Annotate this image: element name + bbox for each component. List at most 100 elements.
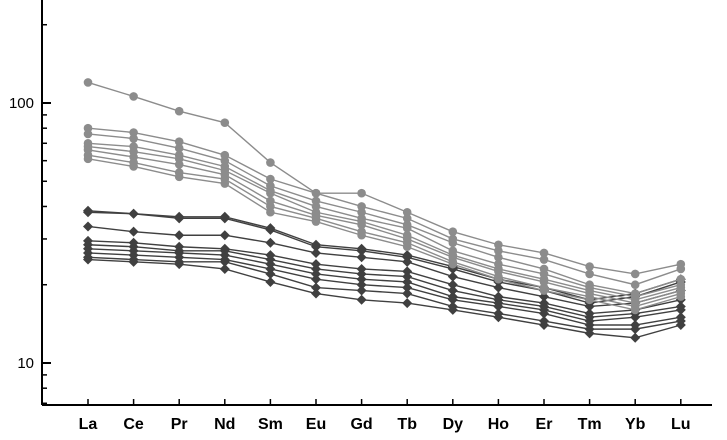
data-point-circle — [402, 207, 412, 217]
series-1 — [83, 78, 686, 279]
data-point-circle — [630, 280, 640, 290]
series-17 — [83, 254, 686, 343]
series-line — [87, 81, 681, 275]
data-point-circle — [266, 207, 275, 217]
series-layer — [83, 78, 686, 343]
data-point-diamond — [356, 245, 367, 256]
data-point-diamond — [402, 256, 413, 267]
data-point-diamond — [539, 308, 549, 319]
x-tick-label-er: Er — [536, 416, 553, 433]
data-point-circle — [220, 179, 230, 188]
x-tick-label-yb: Yb — [625, 416, 646, 433]
data-point-diamond — [128, 256, 139, 267]
data-point-circle — [266, 158, 275, 167]
data-point-diamond — [128, 226, 139, 237]
series-line — [87, 256, 681, 330]
data-point-circle — [539, 286, 549, 295]
data-point-circle — [494, 252, 503, 262]
x-tick-label-ho: Ho — [488, 416, 510, 433]
series-line — [87, 244, 681, 318]
series-16 — [83, 252, 686, 335]
data-point-circle — [220, 118, 230, 127]
data-point-circle — [174, 143, 184, 153]
series-8 — [83, 154, 686, 315]
data-point-diamond — [447, 294, 458, 305]
series-9 — [83, 207, 686, 305]
data-point-circle — [448, 259, 458, 269]
x-tick-label-nd: Nd — [214, 416, 235, 433]
x-tick-label-sm: Sm — [258, 416, 283, 433]
data-point-circle — [129, 162, 138, 171]
data-point-circle — [174, 172, 184, 182]
data-point-diamond — [493, 312, 504, 323]
x-tick-label-tm: Tm — [578, 416, 602, 433]
data-point-diamond — [539, 320, 549, 331]
data-point-circle — [402, 242, 412, 252]
data-point-diamond — [128, 208, 139, 219]
series-line — [87, 252, 681, 326]
data-point-diamond — [402, 288, 413, 299]
data-point-diamond — [174, 259, 185, 270]
series-3 — [83, 129, 686, 298]
data-point-diamond — [265, 276, 276, 287]
data-point-diamond — [630, 312, 641, 323]
data-point-diamond — [447, 279, 458, 290]
data-point-diamond — [83, 254, 93, 265]
data-point-diamond — [311, 274, 321, 285]
data-point-circle — [83, 154, 93, 164]
series-line — [87, 149, 681, 304]
data-point-diamond — [356, 263, 367, 274]
data-point-circle — [448, 227, 458, 236]
data-point-diamond — [311, 288, 321, 299]
data-point-circle — [357, 220, 366, 230]
data-point-circle — [174, 106, 184, 116]
data-point-circle — [402, 214, 412, 223]
x-tick-label-la: La — [79, 416, 98, 433]
data-point-diamond — [311, 241, 321, 252]
data-point-circle — [494, 246, 503, 256]
data-point-circle — [585, 262, 594, 271]
data-point-diamond — [265, 237, 276, 248]
data-point-diamond — [83, 205, 93, 216]
x-tick-label-ce: Ce — [123, 416, 144, 433]
data-point-diamond — [675, 304, 686, 315]
data-point-circle — [676, 292, 686, 301]
x-tick-label-pr: Pr — [171, 416, 188, 433]
data-point-diamond — [174, 230, 185, 241]
series-line — [87, 210, 682, 304]
data-point-diamond — [493, 301, 504, 312]
data-point-diamond — [402, 266, 413, 277]
x-tick-label-dy: Dy — [443, 416, 464, 433]
data-point-circle — [266, 188, 275, 198]
data-point-diamond — [356, 252, 367, 263]
data-point-diamond — [584, 301, 595, 312]
data-point-diamond — [630, 324, 641, 335]
series-line — [87, 240, 681, 315]
data-point-diamond — [311, 282, 321, 293]
series-line — [87, 127, 682, 286]
data-point-diamond — [265, 224, 276, 235]
data-point-diamond — [356, 279, 367, 290]
axes — [41, 0, 712, 406]
data-point-circle — [448, 238, 458, 248]
data-point-diamond — [447, 271, 458, 282]
data-point-diamond — [311, 247, 321, 258]
data-point-diamond — [630, 332, 641, 343]
data-point-circle — [357, 230, 366, 240]
data-point-diamond — [265, 263, 276, 274]
data-point-circle — [129, 92, 138, 101]
data-point-circle — [402, 223, 412, 233]
data-point-diamond — [402, 282, 413, 293]
data-point-diamond — [675, 320, 686, 331]
data-point-circle — [585, 295, 594, 305]
data-point-diamond — [83, 221, 93, 232]
data-point-diamond — [447, 285, 458, 296]
x-tick-label-tb: Tb — [397, 416, 417, 433]
series-2 — [83, 123, 686, 290]
data-point-diamond — [219, 213, 230, 224]
data-point-circle — [174, 160, 184, 169]
data-point-diamond — [356, 268, 367, 279]
data-point-diamond — [447, 304, 458, 315]
data-point-circle — [676, 264, 686, 274]
